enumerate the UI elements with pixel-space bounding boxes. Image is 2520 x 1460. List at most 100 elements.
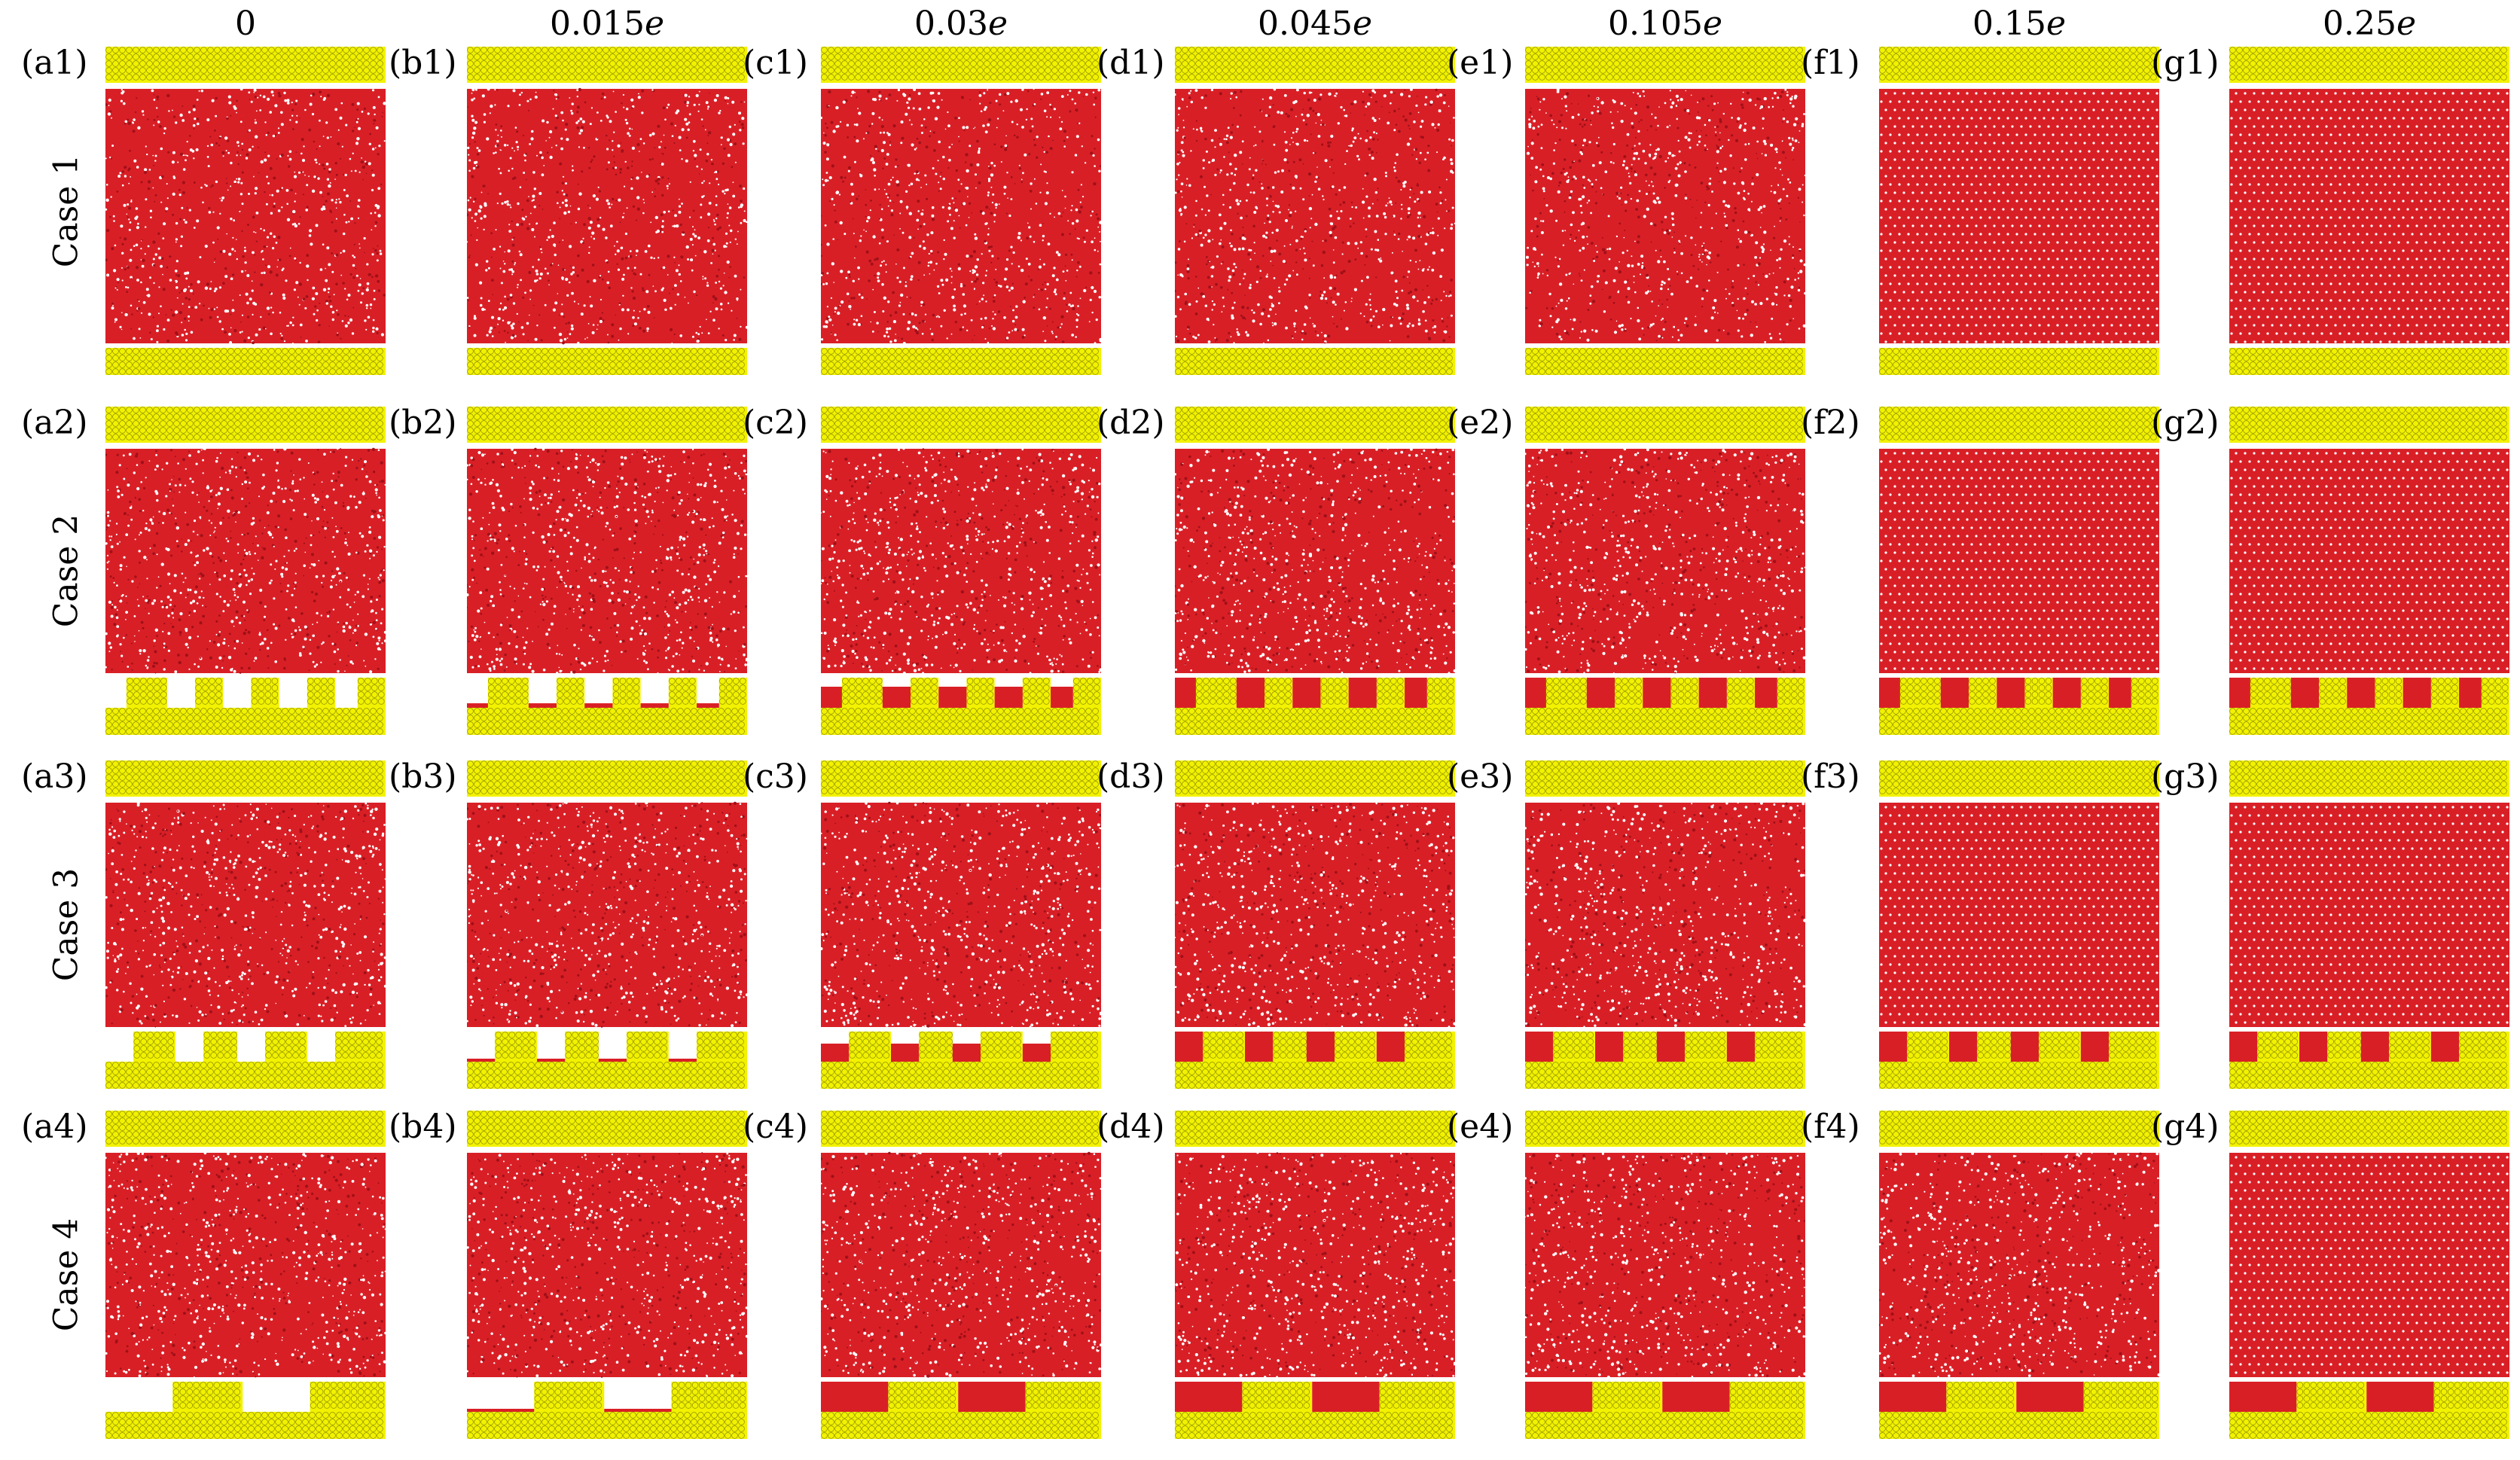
md-snapshot: [1879, 760, 2159, 1089]
simulation-panel: [1879, 760, 2159, 1089]
simulation-panel: [1879, 407, 2159, 735]
wall-atoms: [981, 1032, 1023, 1062]
fluid-texture: [467, 447, 747, 675]
md-snapshot: [1175, 760, 1455, 1089]
wall-atoms: [2229, 1111, 2509, 1147]
fluid-region: [821, 1153, 1101, 1377]
wall-atoms: [1685, 1032, 1727, 1062]
fluid-texture: [1879, 1151, 2159, 1378]
wall-atoms: [1525, 1111, 1805, 1147]
wall-atoms: [612, 678, 641, 708]
wall-atoms: [467, 1111, 747, 1147]
groove-fluid: [2229, 1032, 2258, 1062]
wall-atoms: [105, 348, 386, 375]
fluid-region: [1175, 803, 1455, 1027]
wall-atoms: [487, 678, 529, 708]
groove-fluid: [821, 1044, 850, 1062]
md-snapshot: [467, 760, 747, 1089]
wall-atoms: [1899, 678, 1941, 708]
wall-atoms: [1195, 678, 1237, 708]
groove-fluid: [2403, 678, 2431, 708]
wall-atoms: [2229, 1412, 2509, 1439]
groove-fluid: [1586, 678, 1615, 708]
column-header: 0.25e: [2279, 5, 2460, 43]
row-label: Case 4: [47, 1218, 86, 1332]
simulation-panel: [2229, 1111, 2509, 1439]
wall-atoms: [821, 47, 1101, 83]
wall-atoms: [1175, 1062, 1455, 1089]
groove-fluid: [1949, 1032, 1978, 1062]
panel-label: (a2): [21, 404, 88, 442]
wall-atoms: [1175, 407, 1455, 443]
wall-atoms: [1525, 760, 1805, 797]
groove-fluid: [1022, 1044, 1051, 1062]
wall-atoms: [2319, 678, 2348, 708]
wall-block: [126, 678, 167, 708]
fluid-texture: [821, 447, 1101, 675]
column-header: 0.045e: [1225, 5, 1405, 43]
wall-atoms: [105, 1412, 386, 1439]
wall-atoms: [534, 1382, 605, 1412]
simulation-panel: [1879, 1111, 2159, 1439]
md-snapshot: [467, 407, 747, 735]
md-snapshot: [2229, 760, 2509, 1089]
wall-atoms: [919, 1032, 953, 1062]
groove-fluid: [1405, 678, 1427, 708]
groove-fluid: [1662, 1382, 1730, 1412]
panel-label: (c2): [743, 404, 808, 442]
wall-atoms: [1525, 708, 1805, 735]
simulation-panel: [105, 47, 386, 375]
groove-fluid: [2347, 678, 2375, 708]
simulation-panel: [1525, 47, 1805, 375]
column-header-unit: e: [645, 5, 664, 43]
wall-atoms: [1755, 1032, 1805, 1062]
wall-atoms: [335, 1032, 386, 1062]
fluid-texture: [1525, 801, 1805, 1028]
column-header: 0.105e: [1575, 5, 1756, 43]
wall-atoms: [966, 678, 995, 708]
wall-atoms: [1525, 1412, 1805, 1439]
simulation-panel: [467, 760, 747, 1089]
md-snapshot: [821, 760, 1101, 1089]
wall-atoms: [105, 1062, 386, 1089]
panel-label: (f2): [1801, 404, 1860, 442]
groove-fluid: [1525, 1032, 1554, 1062]
fluid-region: [467, 449, 747, 673]
wall-atoms: [467, 708, 747, 735]
groove-fluid: [1656, 1032, 1686, 1062]
wall-atoms: [1175, 47, 1455, 83]
wall-atoms: [2229, 760, 2509, 797]
groove-fluid: [537, 1059, 566, 1062]
wall-atoms: [467, 1412, 747, 1439]
fluid-texture: [105, 87, 386, 345]
wall-atoms: [1379, 1382, 1455, 1412]
groove-fluid: [1525, 678, 1546, 708]
fluid-texture: [105, 447, 386, 674]
groove-fluid: [958, 1382, 1026, 1412]
wall-atoms: [1025, 1382, 1101, 1412]
md-snapshot: [821, 1111, 1101, 1439]
md-snapshot: [105, 407, 386, 735]
groove-fluid: [882, 687, 911, 708]
groove-fluid: [1698, 678, 1727, 708]
fluid-texture: [2230, 806, 2509, 1024]
groove-fluid: [1175, 1382, 1243, 1412]
fluid-region: [467, 89, 747, 343]
wall-atoms: [1203, 1032, 1245, 1062]
wall-atoms: [105, 407, 386, 443]
wall-block: [487, 678, 529, 708]
panel-label: (b3): [389, 757, 457, 796]
wall-atoms: [1879, 1412, 2159, 1439]
md-snapshot: [1525, 407, 1805, 735]
wall-atoms: [1879, 1062, 2159, 1089]
column-header-unit: e: [1353, 5, 1372, 43]
wall-atoms: [1022, 678, 1051, 708]
simulation-panel: [2229, 760, 2509, 1089]
wall-atoms: [2109, 1032, 2159, 1062]
fluid-texture: [2230, 92, 2509, 343]
wall-block: [1545, 678, 1587, 708]
fluid-texture: [821, 1151, 1101, 1378]
column-header-value: 0.015: [550, 5, 645, 43]
wall-atoms: [821, 1111, 1101, 1147]
wall-atoms: [671, 1382, 747, 1412]
